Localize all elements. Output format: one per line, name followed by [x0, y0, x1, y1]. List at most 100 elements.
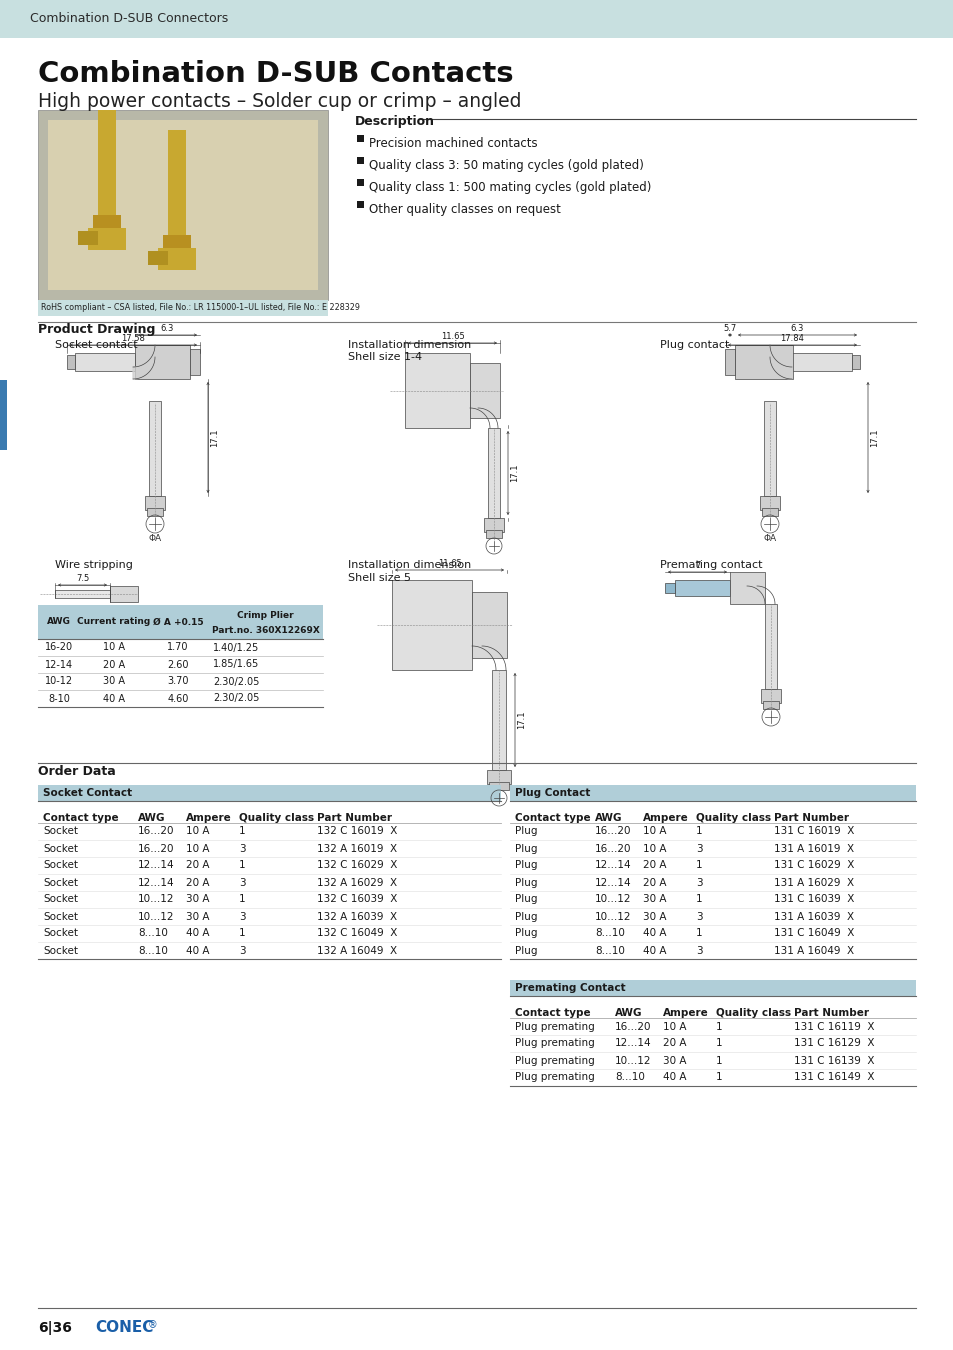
- Text: 1: 1: [696, 826, 702, 837]
- Bar: [405, 352, 470, 428]
- Text: 40 A: 40 A: [642, 945, 666, 956]
- Text: Plug: Plug: [515, 895, 537, 905]
- Text: Socket: Socket: [43, 945, 78, 956]
- Text: High power contacts – Solder cup or crimp – angled: High power contacts – Solder cup or crim…: [38, 92, 521, 111]
- Text: 20 A: 20 A: [642, 878, 666, 887]
- Text: Other quality classes on request: Other quality classes on request: [369, 202, 560, 216]
- Text: 20 A: 20 A: [103, 660, 125, 670]
- Text: 40 A: 40 A: [642, 929, 666, 938]
- Text: 8...10: 8...10: [138, 945, 168, 956]
- Text: Plug: Plug: [515, 945, 537, 956]
- Text: 131 C 16139  X: 131 C 16139 X: [793, 1056, 874, 1065]
- Text: 30 A: 30 A: [642, 911, 666, 922]
- Bar: [148, 251, 168, 265]
- Text: 131 C 16119  X: 131 C 16119 X: [793, 1022, 874, 1031]
- Text: 1: 1: [696, 895, 702, 905]
- Text: 132 C 16049  X: 132 C 16049 X: [316, 929, 397, 938]
- Text: 4.60: 4.60: [167, 694, 189, 703]
- Bar: [356, 180, 364, 186]
- Text: Part.no. 360X12269X: Part.no. 360X12269X: [212, 626, 319, 634]
- Bar: [147, 508, 163, 516]
- Bar: [724, 350, 734, 375]
- Text: 10...12: 10...12: [615, 1056, 651, 1065]
- Text: 3.70: 3.70: [167, 676, 189, 687]
- Bar: [38, 784, 500, 801]
- Text: 16...20: 16...20: [595, 826, 631, 837]
- Text: Premating contact: Premating contact: [659, 560, 761, 570]
- Text: Quality class 1: 500 mating cycles (gold plated): Quality class 1: 500 mating cycles (gold…: [369, 181, 651, 194]
- Text: 17.1: 17.1: [517, 710, 525, 729]
- Text: 12-14: 12-14: [45, 660, 73, 670]
- Text: Contact type: Contact type: [515, 813, 590, 823]
- Text: Order Data: Order Data: [38, 765, 115, 778]
- Text: 1: 1: [716, 1038, 721, 1049]
- Bar: [486, 769, 511, 784]
- Text: AWG: AWG: [615, 1008, 641, 1018]
- Text: Socket: Socket: [43, 929, 78, 938]
- Bar: [470, 363, 499, 418]
- Text: 1: 1: [239, 895, 245, 905]
- Bar: [675, 580, 729, 595]
- Text: 6.3: 6.3: [161, 324, 174, 333]
- Text: 11.65: 11.65: [437, 559, 461, 568]
- Text: 40 A: 40 A: [662, 1072, 686, 1083]
- Bar: [492, 670, 505, 770]
- Text: 132 C 16029  X: 132 C 16029 X: [316, 860, 397, 871]
- Bar: [168, 130, 186, 250]
- Text: Plug: Plug: [515, 878, 537, 887]
- Text: 8...10: 8...10: [595, 945, 624, 956]
- Bar: [763, 401, 775, 495]
- Text: 20 A: 20 A: [662, 1038, 686, 1049]
- Text: Socket Contact: Socket Contact: [43, 788, 132, 798]
- Text: Socket: Socket: [43, 860, 78, 871]
- Text: 16...20: 16...20: [595, 844, 631, 853]
- Text: Plug: Plug: [515, 911, 537, 922]
- Text: 132 A 16049  X: 132 A 16049 X: [316, 945, 396, 956]
- Text: 3: 3: [239, 878, 245, 887]
- Text: RoHS compliant – CSA listed, File No.: LR 115000-1–UL listed, File No.: E 228329: RoHS compliant – CSA listed, File No.: L…: [41, 304, 359, 312]
- Text: 10...12: 10...12: [595, 895, 631, 905]
- Bar: [664, 583, 675, 593]
- Text: Crimp Plier: Crimp Plier: [237, 610, 294, 620]
- Text: Plug: Plug: [515, 826, 537, 837]
- Text: Part Number: Part Number: [793, 1008, 868, 1018]
- Text: Ampere: Ampere: [662, 1008, 708, 1018]
- Bar: [472, 593, 506, 657]
- Text: 5.7: 5.7: [722, 324, 736, 333]
- Text: 16...20: 16...20: [138, 826, 174, 837]
- Text: 8...10: 8...10: [595, 929, 624, 938]
- Bar: [158, 248, 195, 270]
- Text: 3: 3: [696, 945, 702, 956]
- Bar: [135, 346, 190, 379]
- Bar: [163, 235, 191, 261]
- Bar: [55, 590, 110, 598]
- Bar: [483, 518, 503, 532]
- Text: 17.1: 17.1: [210, 428, 219, 447]
- Text: Premating Contact: Premating Contact: [515, 983, 625, 994]
- Text: 3: 3: [696, 911, 702, 922]
- Text: ΦA: ΦA: [762, 535, 776, 543]
- Text: 30 A: 30 A: [642, 895, 666, 905]
- Text: 12...14: 12...14: [138, 878, 174, 887]
- Text: 12...14: 12...14: [615, 1038, 651, 1049]
- Bar: [851, 355, 859, 369]
- Text: 2.30/2.05: 2.30/2.05: [213, 694, 259, 703]
- Text: 30 A: 30 A: [186, 911, 210, 922]
- Bar: [356, 201, 364, 208]
- Text: Plug: Plug: [515, 929, 537, 938]
- Text: Installation dimension: Installation dimension: [348, 560, 471, 570]
- Text: Ampere: Ampere: [642, 813, 688, 823]
- Text: 3: 3: [239, 945, 245, 956]
- Text: 1: 1: [239, 929, 245, 938]
- Text: 2.30/2.05: 2.30/2.05: [213, 676, 259, 687]
- Bar: [392, 580, 472, 670]
- Bar: [729, 572, 764, 603]
- Text: 1: 1: [239, 826, 245, 837]
- Text: Part Number: Part Number: [316, 813, 392, 823]
- Text: 20 A: 20 A: [642, 860, 666, 871]
- Text: Socket: Socket: [43, 826, 78, 837]
- Bar: [485, 531, 501, 539]
- Text: Combination D-SUB Contacts: Combination D-SUB Contacts: [38, 59, 513, 88]
- Text: 1.85/1.65: 1.85/1.65: [213, 660, 259, 670]
- Text: Plug premating: Plug premating: [515, 1022, 594, 1031]
